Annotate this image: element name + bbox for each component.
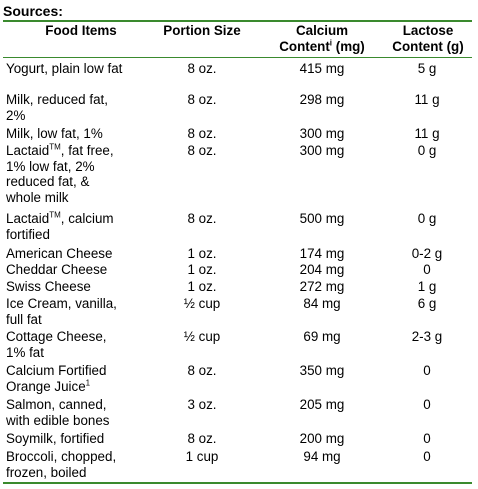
- lactose-content-cell: 6 g: [417, 296, 437, 311]
- calcium-content-cell: 272 mg: [299, 279, 345, 294]
- calcium-content-cell: 94 mg: [303, 449, 341, 464]
- food-item-line: American Cheese: [6, 246, 113, 261]
- food-item-cell: Soymilk, fortified: [6, 431, 156, 447]
- superscript-mark: TM: [49, 210, 61, 220]
- calcium-content-cell: 174 mg: [299, 246, 345, 261]
- portion-size-cell: 8 oz.: [187, 92, 217, 107]
- food-item-cell: Ice Cream, vanilla, full fat: [6, 296, 156, 327]
- portion-size-cell: 1 cup: [185, 449, 219, 464]
- food-item-line: with edible bones: [6, 412, 110, 428]
- portion-size-cell: 8 oz.: [187, 431, 217, 446]
- superscript-mark: TM: [49, 142, 61, 152]
- portion-size-cell: 8 oz.: [187, 211, 217, 226]
- lactose-content-cell: 5 g: [417, 61, 437, 76]
- header-portion-size: Portion Size: [163, 23, 241, 38]
- header-calcium-content: Calcium Contenti (mg): [262, 23, 382, 55]
- food-item-cell: Salmon, canned, with edible bones: [6, 397, 156, 428]
- lactose-content-cell: 0: [423, 397, 431, 412]
- lactose-content-cell: 0 g: [417, 211, 437, 226]
- calcium-content-cell: 415 mg: [299, 61, 345, 76]
- lactose-content-cell: 0: [423, 262, 431, 277]
- calcium-content-cell: 84 mg: [303, 296, 341, 311]
- portion-size-cell: 3 oz.: [187, 397, 217, 412]
- superscript-mark: 1: [85, 378, 91, 388]
- calcium-content-cell: 300 mg: [299, 143, 345, 158]
- header-calcium-line1: Calcium: [295, 23, 349, 38]
- lactose-content-cell: 0 g: [417, 143, 437, 158]
- header-lactose-line1: Lactose: [402, 23, 454, 38]
- calcium-content-cell: 350 mg: [299, 363, 345, 378]
- portion-size-cell: 1 oz.: [187, 246, 217, 261]
- food-item-line: Milk, low fat, 1%: [6, 126, 103, 141]
- calcium-content-cell: 200 mg: [299, 431, 345, 446]
- header-calcium-line2: Contenti (mg): [279, 38, 365, 54]
- food-item-line: Salmon, canned,: [6, 397, 107, 412]
- food-item-line: whole milk: [6, 189, 69, 205]
- portion-size-cell: 8 oz.: [187, 61, 217, 76]
- food-item-line: Cheddar Cheese: [6, 262, 108, 277]
- header-lactose-line2: Content (g): [392, 39, 464, 54]
- calcium-content-cell: 298 mg: [299, 92, 345, 107]
- food-item-cell: Swiss Cheese: [6, 279, 156, 295]
- lactose-content-cell: 0: [423, 431, 431, 446]
- calcium-content-cell: 205 mg: [299, 397, 345, 412]
- portion-size-cell: 1 oz.: [187, 279, 217, 294]
- food-item-line: 1% low fat, 2%: [6, 158, 95, 174]
- header-rule: [3, 57, 472, 58]
- food-item-line: fortified: [6, 226, 50, 242]
- food-item-line: Broccoli, chopped,: [6, 449, 117, 464]
- portion-size-cell: 8 oz.: [187, 143, 217, 158]
- food-item-line: reduced fat, &: [6, 174, 90, 190]
- page-title: Sources:: [3, 3, 63, 19]
- food-item-line: Swiss Cheese: [6, 279, 91, 294]
- food-item-line: Ice Cream, vanilla,: [6, 296, 117, 311]
- calcium-content-cell: 500 mg: [299, 211, 345, 226]
- food-item-line: Soymilk, fortified: [6, 431, 105, 446]
- food-item-cell: American Cheese: [6, 246, 156, 262]
- food-item-line: 1% fat: [6, 344, 44, 360]
- lactose-content-cell: 1 g: [417, 279, 437, 294]
- food-item-cell: Calcium Fortified Orange Juice1: [6, 363, 156, 394]
- food-item-cell: Broccoli, chopped, frozen, boiled: [6, 449, 156, 480]
- portion-size-cell: ½ cup: [183, 296, 221, 311]
- portion-size-cell: 8 oz.: [187, 126, 217, 141]
- top-rule: [3, 20, 472, 22]
- food-item-cell: Yogurt, plain low fat: [6, 61, 156, 77]
- food-item-line: Calcium Fortified: [6, 363, 107, 378]
- calcium-content-cell: 300 mg: [299, 126, 345, 141]
- portion-size-cell: 8 oz.: [187, 363, 217, 378]
- header-lactose-content: Lactose Content (g): [378, 23, 478, 55]
- food-item-line: LactaidTM, calcium: [6, 210, 114, 226]
- food-item-line: frozen, boiled: [6, 464, 87, 480]
- food-item-cell: Milk, low fat, 1%: [6, 126, 156, 142]
- calcium-content-cell: 69 mg: [303, 329, 341, 344]
- food-item-cell: Milk, reduced fat, 2%: [6, 92, 156, 123]
- portion-size-cell: 1 oz.: [187, 262, 217, 277]
- portion-size-cell: ½ cup: [183, 329, 221, 344]
- food-item-cell: Cottage Cheese, 1% fat: [6, 329, 156, 360]
- lactose-content-cell: 0: [423, 449, 431, 464]
- calcium-content-cell: 204 mg: [299, 262, 345, 277]
- food-item-line: Cottage Cheese,: [6, 329, 107, 344]
- header-food-items: Food Items: [45, 23, 117, 38]
- food-item-line: full fat: [6, 311, 42, 327]
- food-item-cell: LactaidTM, fat free, 1% low fat, 2% reduce…: [6, 143, 156, 205]
- lactose-content-cell: 2-3 g: [411, 329, 443, 344]
- lactose-content-cell: 11 g: [414, 126, 440, 141]
- food-item-line: LactaidTM, fat free,: [6, 142, 114, 158]
- food-item-line: Orange Juice1: [6, 378, 91, 394]
- food-item-line: 2%: [6, 107, 26, 123]
- lactose-content-cell: 0-2 g: [411, 246, 443, 261]
- footnote-marker-i: i: [329, 38, 333, 48]
- food-item-cell: LactaidTM, calcium fortified: [6, 211, 156, 242]
- food-item-line: Yogurt, plain low fat: [6, 61, 123, 76]
- bottom-rule: [3, 482, 472, 484]
- food-item-cell: Cheddar Cheese: [6, 262, 156, 278]
- lactose-content-cell: 0: [423, 363, 431, 378]
- food-item-line: Milk, reduced fat,: [6, 92, 108, 107]
- lactose-content-cell: 11 g: [414, 92, 440, 107]
